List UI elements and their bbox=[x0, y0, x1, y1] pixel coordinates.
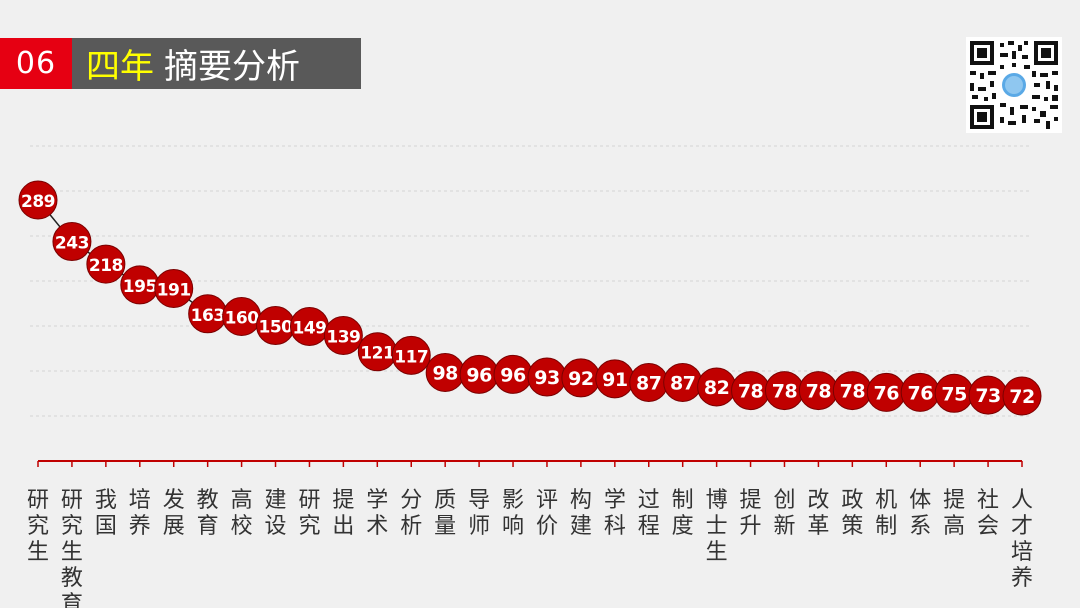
x-tick-label: 体系 bbox=[909, 488, 931, 539]
x-tick-label: 质量 bbox=[434, 488, 456, 539]
x-tick-label: 改革 bbox=[807, 488, 829, 539]
data-label: 163 bbox=[191, 306, 225, 326]
section-number: 06 bbox=[0, 38, 72, 89]
data-label: 98 bbox=[432, 363, 458, 385]
data-label: 96 bbox=[500, 364, 526, 386]
x-tick-label: 研究生教育 bbox=[61, 488, 83, 608]
data-point bbox=[86, 244, 126, 284]
x-tick-label: 提高 bbox=[943, 488, 965, 539]
data-label: 73 bbox=[975, 385, 1000, 407]
data-label: 92 bbox=[568, 368, 593, 390]
x-tick-label: 学科 bbox=[604, 488, 626, 539]
x-tick-label: 导师 bbox=[468, 488, 490, 539]
x-tick-label: 建设 bbox=[265, 488, 287, 539]
data-point bbox=[52, 222, 92, 262]
data-label: 78 bbox=[738, 381, 764, 403]
data-label: 149 bbox=[292, 318, 326, 338]
data-label: 195 bbox=[123, 277, 157, 297]
data-label: 78 bbox=[772, 381, 798, 403]
data-label: 72 bbox=[1009, 386, 1034, 408]
x-tick-label: 社会 bbox=[977, 488, 999, 539]
data-label: 75 bbox=[941, 383, 966, 405]
x-tick-label: 研究 bbox=[298, 488, 320, 539]
x-tick-label: 分析 bbox=[400, 488, 422, 539]
data-point bbox=[323, 315, 363, 355]
data-label: 289 bbox=[21, 192, 55, 212]
x-tick-label: 政策 bbox=[841, 488, 863, 539]
x-tick-label: 制度 bbox=[672, 488, 694, 539]
x-tick-label: 创新 bbox=[773, 488, 795, 539]
data-label: 243 bbox=[55, 234, 89, 254]
data-label: 160 bbox=[225, 309, 260, 329]
x-tick-label: 影响 bbox=[502, 488, 524, 539]
data-label: 117 bbox=[394, 347, 428, 367]
x-tick-label: 构建 bbox=[570, 488, 592, 539]
data-label: 218 bbox=[89, 256, 123, 276]
data-label: 76 bbox=[907, 382, 933, 404]
title-highlight: 四年 bbox=[86, 47, 154, 87]
data-label: 121 bbox=[360, 344, 394, 364]
data-label: 78 bbox=[806, 381, 832, 403]
data-point bbox=[18, 180, 58, 220]
x-tick-label: 研究生 bbox=[27, 488, 49, 565]
data-point bbox=[1002, 376, 1042, 416]
x-tick-label: 机制 bbox=[875, 488, 897, 539]
data-point bbox=[154, 269, 194, 309]
data-label: 139 bbox=[326, 327, 360, 347]
x-tick-label: 培养 bbox=[129, 488, 151, 539]
data-label: 78 bbox=[840, 381, 866, 403]
x-tick-label: 提出 bbox=[332, 488, 354, 539]
data-label: 150 bbox=[259, 318, 294, 338]
data-point bbox=[391, 335, 431, 375]
x-tick-label: 人才培养 bbox=[1011, 488, 1033, 591]
title-text: 摘要分析 bbox=[164, 47, 300, 87]
qr-code-icon bbox=[966, 37, 1062, 133]
x-tick-label: 教育 bbox=[197, 488, 219, 539]
x-tick-label: 过程 bbox=[638, 488, 660, 539]
slide-header: 06 四年 摘要分析 bbox=[0, 38, 361, 89]
x-tick-label: 提升 bbox=[740, 488, 762, 539]
data-label: 191 bbox=[157, 281, 191, 301]
x-tick-label: 发展 bbox=[163, 488, 185, 539]
x-tick-label: 博士生 bbox=[706, 488, 728, 565]
data-label: 82 bbox=[704, 377, 729, 399]
data-label: 91 bbox=[602, 369, 627, 391]
data-label: 87 bbox=[670, 372, 695, 394]
data-label: 93 bbox=[534, 367, 559, 389]
x-tick-label: 高校 bbox=[231, 488, 253, 539]
slide-title: 四年 摘要分析 bbox=[72, 38, 361, 89]
data-label: 76 bbox=[874, 382, 900, 404]
x-tick-label: 评价 bbox=[536, 488, 558, 539]
data-label: 96 bbox=[466, 364, 492, 386]
data-label: 87 bbox=[636, 372, 661, 394]
x-tick-label: 我国 bbox=[95, 488, 117, 539]
x-tick-label: 学术 bbox=[366, 488, 388, 539]
